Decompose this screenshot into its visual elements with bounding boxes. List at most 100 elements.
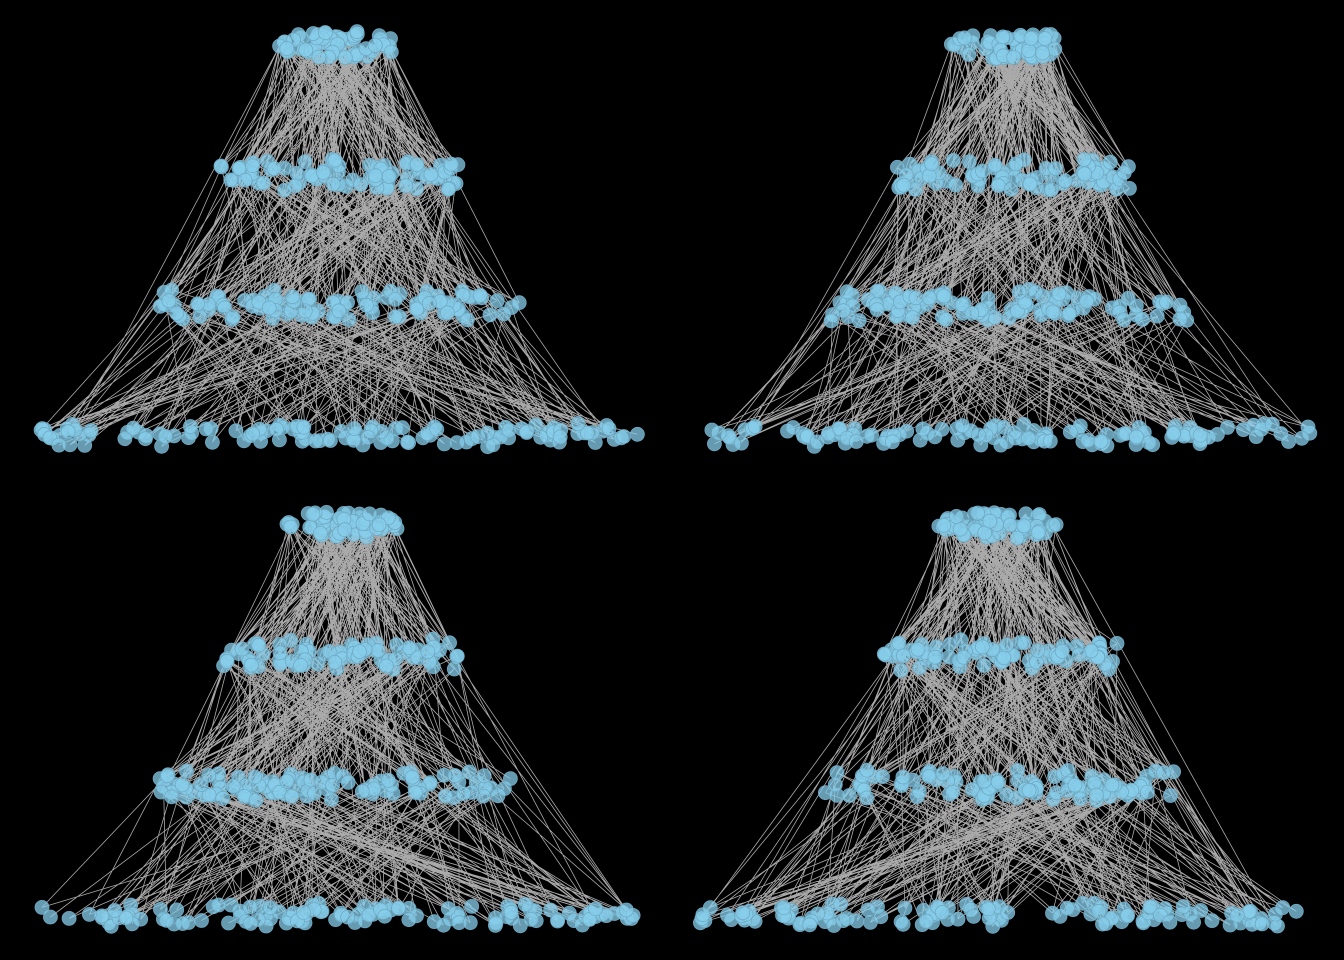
node bbox=[1095, 916, 1110, 932]
node bbox=[242, 899, 258, 915]
node bbox=[993, 437, 1009, 453]
node bbox=[409, 301, 425, 317]
node bbox=[117, 431, 133, 447]
graph-panel bbox=[704, 27, 1318, 454]
node bbox=[1016, 416, 1032, 432]
node bbox=[391, 900, 406, 916]
node bbox=[401, 640, 417, 656]
node bbox=[387, 309, 403, 325]
node bbox=[905, 310, 920, 326]
node bbox=[860, 902, 876, 918]
node bbox=[893, 663, 909, 678]
node bbox=[51, 437, 67, 453]
node bbox=[383, 44, 399, 60]
node bbox=[423, 166, 439, 182]
node bbox=[217, 300, 233, 316]
node bbox=[550, 913, 565, 929]
node bbox=[695, 907, 711, 923]
node bbox=[1008, 156, 1024, 172]
node bbox=[1061, 306, 1077, 322]
node bbox=[915, 421, 931, 437]
node bbox=[955, 418, 970, 434]
node bbox=[436, 436, 452, 452]
node bbox=[459, 312, 475, 328]
node bbox=[256, 175, 272, 191]
node bbox=[809, 434, 825, 450]
node bbox=[1077, 166, 1092, 182]
node bbox=[277, 182, 293, 198]
node bbox=[1016, 635, 1032, 651]
node bbox=[367, 38, 383, 53]
graph-panel bbox=[33, 24, 645, 455]
node bbox=[1175, 899, 1191, 914]
node bbox=[1051, 286, 1067, 302]
node bbox=[942, 636, 958, 652]
node bbox=[367, 168, 383, 184]
node bbox=[476, 768, 492, 784]
node bbox=[891, 635, 907, 651]
node bbox=[297, 303, 313, 319]
node bbox=[192, 309, 208, 325]
node bbox=[464, 899, 480, 914]
node bbox=[266, 161, 282, 176]
node bbox=[446, 661, 462, 677]
node bbox=[588, 901, 603, 917]
node bbox=[34, 900, 50, 915]
node bbox=[378, 658, 394, 674]
node bbox=[961, 47, 977, 62]
node bbox=[895, 769, 911, 785]
node bbox=[921, 769, 937, 784]
node bbox=[1141, 435, 1157, 451]
node bbox=[1220, 419, 1235, 435]
node bbox=[976, 773, 992, 789]
node bbox=[835, 913, 851, 928]
node bbox=[297, 154, 313, 170]
node bbox=[1021, 43, 1037, 59]
node bbox=[381, 169, 397, 184]
node bbox=[954, 297, 970, 313]
node bbox=[996, 650, 1012, 666]
node bbox=[945, 784, 961, 800]
node bbox=[785, 420, 801, 435]
node bbox=[511, 295, 527, 311]
node bbox=[552, 429, 568, 445]
node bbox=[1048, 161, 1063, 176]
node bbox=[885, 434, 900, 450]
node bbox=[225, 778, 241, 794]
node bbox=[949, 509, 964, 524]
node bbox=[523, 912, 539, 927]
node bbox=[190, 296, 206, 312]
node bbox=[528, 417, 544, 433]
node bbox=[1030, 643, 1046, 658]
node bbox=[1020, 430, 1036, 446]
node bbox=[331, 303, 347, 319]
node bbox=[215, 790, 231, 806]
node bbox=[308, 433, 324, 449]
node bbox=[1057, 173, 1073, 189]
node bbox=[1254, 916, 1270, 932]
node bbox=[1028, 284, 1043, 300]
node bbox=[948, 177, 963, 193]
node bbox=[387, 291, 403, 307]
node bbox=[1294, 430, 1310, 446]
node bbox=[243, 657, 259, 673]
node bbox=[234, 641, 250, 657]
node bbox=[982, 513, 998, 529]
node bbox=[472, 287, 488, 303]
node bbox=[223, 172, 239, 188]
node bbox=[1236, 422, 1251, 438]
node bbox=[1163, 788, 1178, 803]
node bbox=[1192, 427, 1208, 443]
node bbox=[346, 421, 362, 436]
node bbox=[1172, 297, 1188, 313]
node bbox=[161, 293, 177, 309]
node bbox=[436, 917, 451, 933]
node bbox=[1021, 783, 1037, 798]
node bbox=[1149, 308, 1165, 324]
node bbox=[1159, 294, 1174, 310]
node bbox=[296, 419, 312, 435]
node bbox=[322, 433, 338, 448]
node bbox=[159, 913, 175, 928]
node bbox=[327, 654, 343, 670]
